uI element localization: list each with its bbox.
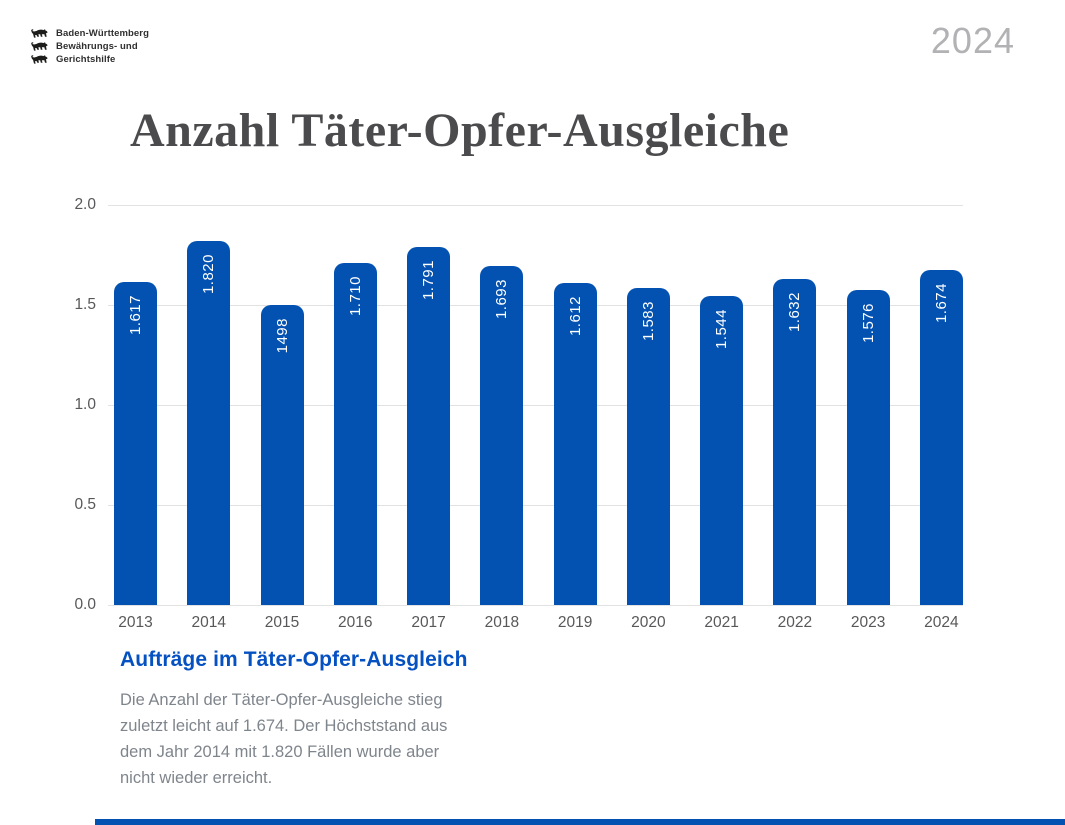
chart-description: Die Anzahl der Täter-Opfer-Ausgleiche st… [120,691,448,787]
x-axis-label: 2024 [924,614,959,631]
bar-series: 1.617 2013 1.820 2014 1498 2015 1.710 2016 1.791… [108,205,963,631]
year-badge: 2024 [930,20,1015,61]
y-tick-label: 0.5 [74,496,96,513]
bar-value-label: 1.612 [566,295,584,336]
bw-lion-icon [31,42,48,51]
bar-value-label: 1498 [273,318,291,354]
bar: 1.544 [700,296,744,605]
y-tick-label: 1.0 [74,396,96,413]
x-axis-label: 2019 [557,614,593,631]
bar-value-label: 1.544 [713,309,731,350]
x-axis-label: 2021 [704,614,739,631]
y-tick-label: 2.0 [74,196,96,213]
x-axis-label: 2020 [631,614,666,631]
x-axis-label: 2016 [338,614,373,631]
gridline [108,205,963,206]
bw-lion-icon [31,55,48,64]
chart-subtitle: Aufträge im Täter-Opfer-Ausgleich [120,648,468,671]
logo-row: Bewährungs- und [30,40,149,52]
bar-value-label: 1.576 [859,302,877,343]
logo-row: Gerichtshilfe [30,53,149,65]
gridline [108,605,963,606]
bar-value-label: 1.583 [639,301,657,342]
bar-value-label: 1.617 [127,294,144,335]
bw-logo: Baden-Württemberg Bewährungs- und Gerich… [30,27,149,65]
x-axis-label: 2022 [777,614,813,631]
bar-column: 1.791 2017 [407,205,451,631]
gridline [108,505,963,506]
bar-value-label: 1.820 [200,254,218,295]
bar-column: 1.583 2020 [626,205,670,631]
bar-column: 1.693 2018 [480,205,524,631]
x-axis-label: 2023 [850,614,886,631]
bar-column: 1.544 2021 [700,205,744,631]
bar: 1.632 [773,278,817,605]
bar-column: 1.576 2023 [846,205,890,631]
gridline [108,405,963,406]
bar: 1.674 [919,270,963,605]
x-axis-label: 2014 [191,614,227,631]
bar-value-label: 1.693 [493,279,511,320]
bar-column: 1.710 2016 [333,205,377,631]
bar-column: 1498 2015 [260,205,304,631]
bar-column: 1.632 2022 [773,205,817,631]
y-tick-label: 1.5 [74,296,96,313]
bar-value-label: 1.710 [346,276,364,317]
logo-text-line: Gerichtshilfe [56,53,116,65]
gridline [108,305,963,306]
y-axis-ticks: 2.0 1.5 1.0 0.5 0.0 [52,196,96,613]
bar: 1.791 [407,246,451,605]
bar: 1.612 [553,282,597,605]
bar-column: 1.612 2019 [553,205,597,631]
bottom-accent-bar [95,819,1065,825]
bar-column: 1.820 2014 [187,205,231,631]
bar: 1.693 [480,266,524,605]
page-title: Anzahl Täter-Opfer-Ausgleiche [130,104,790,157]
x-axis-label: 2013 [118,614,153,631]
bar: 1.576 [846,289,890,605]
bar: 1.617 [114,281,157,605]
plot-area: 1.617 2013 1.820 2014 1498 2015 1.710 2016 1.791… [108,205,963,631]
bw-lion-icon [31,29,48,38]
bar-value-label: 1.674 [932,283,950,324]
logo-text-line: Baden-Württemberg [56,27,150,39]
logo-text-line: Bewährungs- und [56,40,138,52]
x-axis-label: 2018 [484,614,520,631]
bar: 1.583 [626,288,670,605]
y-tick-label: 0.0 [74,596,96,613]
bar-column: 1.617 2013 [114,205,157,631]
x-axis-label: 2017 [411,614,446,631]
bar-column: 1.674 2024 [919,205,963,631]
bar-value-label: 1.791 [420,259,438,300]
bar-value-label: 1.632 [786,291,804,332]
bar: 1.820 [187,241,231,605]
bar: 1.710 [333,263,377,605]
x-axis-label: 2015 [264,614,300,631]
logo-row: Baden-Württemberg [30,27,149,39]
bar: 1498 [260,305,304,605]
